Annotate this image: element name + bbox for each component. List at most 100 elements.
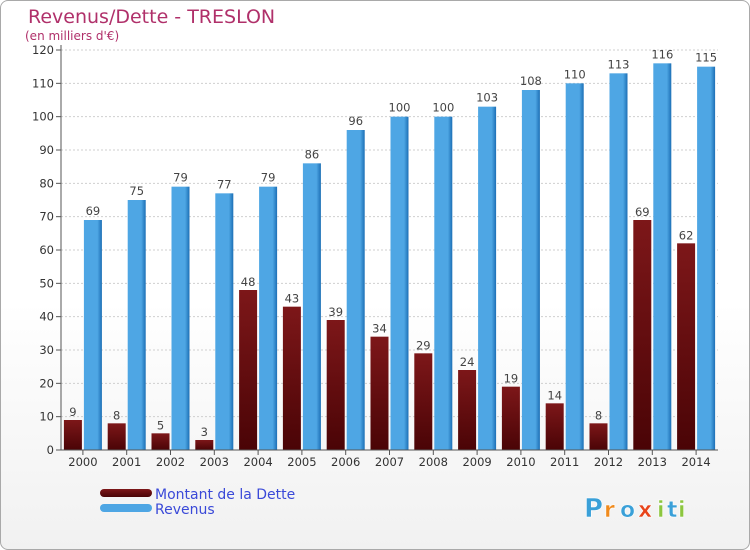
- x-tick-label: 2009: [462, 455, 491, 469]
- bar-debt-2007: [370, 336, 389, 450]
- logo-letter: r: [604, 498, 615, 523]
- data-label-debt-2005: 43: [285, 292, 300, 306]
- y-axis-ticks: 0 10 20 30 40 50 60 70 80 90 100 110 120: [32, 43, 61, 457]
- bar-revenue-2004: [259, 186, 278, 450]
- x-tick-label: 2006: [331, 455, 360, 469]
- data-label-revenue-2006: 96: [348, 114, 363, 128]
- x-tick-label: 2005: [287, 455, 316, 469]
- data-label-revenue-2001: 75: [129, 184, 144, 198]
- bar-revenue-2010: [521, 90, 540, 450]
- logo-letter: x: [638, 498, 652, 523]
- x-tick-label: 2014: [681, 455, 710, 469]
- legend: Montant de la Dette Revenus: [100, 487, 295, 518]
- bar-revenue-2009: [478, 106, 497, 451]
- x-tick-label: 2010: [506, 455, 535, 469]
- data-label-revenue-2000: 69: [86, 204, 101, 218]
- data-label-revenue-2012: 113: [608, 57, 630, 71]
- bar-debt-2005: [282, 306, 301, 450]
- x-axis-ticks: 2000 2001 2002 2003 2004 2005 2006 2007 2008 2009…: [68, 450, 711, 469]
- data-label-debt-2004: 48: [241, 275, 256, 289]
- y-tick-label: 30: [39, 343, 54, 357]
- bar-revenue-2007: [390, 116, 409, 451]
- bars: [63, 63, 716, 451]
- y-tick-label: 90: [39, 143, 54, 157]
- bar-debt-2004: [239, 290, 258, 450]
- data-label-revenue-2008: 100: [432, 101, 454, 115]
- data-label-debt-2014: 62: [679, 228, 694, 242]
- data-label-revenue-2010: 108: [520, 74, 542, 88]
- legend-label-revenue: Revenus: [155, 502, 215, 518]
- data-label-revenue-2004: 79: [261, 171, 276, 185]
- bar-debt-2006: [326, 320, 345, 450]
- data-label-revenue-2011: 110: [564, 67, 586, 81]
- data-label-debt-2013: 69: [635, 205, 650, 219]
- bar-revenue-2003: [215, 193, 234, 451]
- chart-title: Revenus/Dette - TRESLON: [28, 6, 275, 28]
- bar-debt-2014: [677, 243, 696, 450]
- x-tick-label: 2008: [419, 455, 448, 469]
- bar-debt-2011: [545, 403, 564, 450]
- bar-revenue-2014: [697, 66, 716, 451]
- legend-label-debt: Montant de la Dette: [155, 487, 295, 503]
- x-tick-label: 2002: [156, 455, 185, 469]
- bar-revenue-2011: [565, 83, 584, 450]
- bar-revenue-2012: [609, 73, 628, 450]
- x-tick-label: 2001: [112, 455, 141, 469]
- grid: [61, 49, 718, 418]
- data-label-revenue-2007: 100: [389, 101, 411, 115]
- bar-debt-2003: [195, 440, 214, 450]
- data-label-revenue-2009: 103: [476, 91, 498, 105]
- data-label-revenue-2014: 115: [695, 51, 717, 65]
- bar-revenue-2013: [653, 63, 672, 450]
- y-tick-label: 20: [39, 376, 54, 390]
- bar-debt-2000: [63, 420, 82, 450]
- y-tick-label: 110: [32, 76, 54, 90]
- y-tick-label: 60: [39, 243, 54, 257]
- data-labels: 9 69 8 75 5 79 3 77 48 79 43 86 39 96 34 100 29 100 24 103 1…: [69, 47, 717, 439]
- x-tick-label: 2004: [243, 455, 272, 469]
- x-tick-label: 2000: [68, 455, 97, 469]
- bar-debt-2010: [501, 386, 520, 450]
- bar-debt-2013: [633, 220, 652, 450]
- bar-revenue-2002: [171, 186, 190, 450]
- data-label-debt-2001: 8: [113, 408, 120, 422]
- data-label-debt-2012: 8: [595, 408, 602, 422]
- bar-debt-2008: [414, 353, 433, 450]
- y-tick-label: 10: [39, 410, 54, 424]
- y-tick-label: 80: [39, 176, 54, 190]
- logo-letter: i: [657, 498, 665, 523]
- legend-swatch-revenue: [100, 504, 152, 512]
- data-label-debt-2003: 3: [201, 425, 208, 439]
- data-label-debt-2002: 5: [157, 418, 164, 432]
- bar-revenue-2001: [127, 200, 146, 450]
- bar-debt-2002: [151, 433, 170, 450]
- logo-letter: t: [667, 498, 678, 523]
- data-label-revenue-2013: 116: [651, 47, 673, 61]
- logo-letter: P: [584, 494, 603, 524]
- y-tick-label: 120: [32, 43, 54, 57]
- logo-letter: i: [678, 498, 686, 523]
- data-label-revenue-2003: 77: [217, 177, 232, 191]
- data-label-debt-2006: 39: [328, 305, 343, 319]
- bar-revenue-2005: [302, 163, 321, 451]
- logo-letter: o: [620, 498, 635, 523]
- legend-swatch-debt: [100, 489, 152, 497]
- y-tick-label: 40: [39, 310, 54, 324]
- bar-revenue-2008: [434, 116, 453, 451]
- bar-debt-2001: [107, 423, 126, 450]
- data-label-debt-2000: 9: [69, 405, 76, 419]
- bar-revenue-2006: [346, 130, 365, 450]
- data-label-revenue-2005: 86: [305, 147, 320, 161]
- data-label-debt-2009: 24: [460, 355, 475, 369]
- x-tick-label: 2012: [594, 455, 623, 469]
- y-tick-label: 50: [39, 276, 54, 290]
- y-tick-label: 100: [32, 110, 54, 124]
- x-tick-label: 2003: [200, 455, 229, 469]
- bar-revenue-2000: [83, 220, 102, 450]
- bar-debt-2012: [589, 423, 608, 450]
- data-label-debt-2008: 29: [416, 338, 431, 352]
- x-tick-label: 2013: [638, 455, 667, 469]
